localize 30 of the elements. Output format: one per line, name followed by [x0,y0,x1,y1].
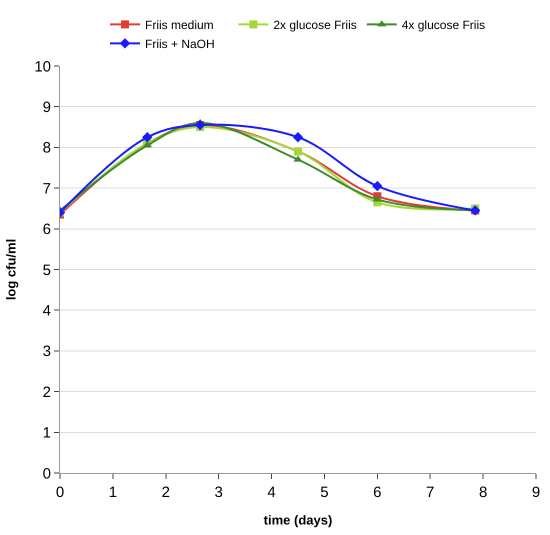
legend-label: 4x glucose Friis [402,18,486,32]
x-tick-label: 5 [320,484,329,501]
x-tick-label: 6 [373,484,382,501]
point [372,180,383,192]
x-tick-label: 4 [267,484,276,501]
y-tick-label: 2 [42,384,51,401]
legend-label: Friis medium [145,18,214,32]
point [142,132,152,142]
y-tick-label: 9 [42,98,51,116]
x-tick-label: 7 [426,484,434,501]
x-tick-label: 3 [214,484,223,501]
y-tick-label: 6 [42,221,51,238]
x-tick-label: 8 [478,484,488,501]
y-tick-label: 4 [42,302,51,320]
y-tick-label: 3 [42,343,51,360]
y-tick-label: 8 [42,140,51,157]
legend-label: 2x glucose Friis [273,18,357,32]
point [292,132,304,142]
x-axis-title: time (days) [264,512,332,528]
y-tick-label: 0 [42,465,51,482]
x-tick-label: 2 [162,484,170,501]
x-tick-label: 0 [56,484,64,501]
y-tick-label: 5 [42,262,51,279]
legend-label: Friis + NaOH [145,37,215,52]
x-tick-label: 9 [532,484,540,501]
y-axis-title: log cfu/ml [3,238,18,300]
y-tick-label: 10 [34,58,51,76]
x-tick-label: 1 [108,484,118,501]
y-tick-label: 1 [42,424,51,442]
y-tick-label: 7 [42,180,51,198]
